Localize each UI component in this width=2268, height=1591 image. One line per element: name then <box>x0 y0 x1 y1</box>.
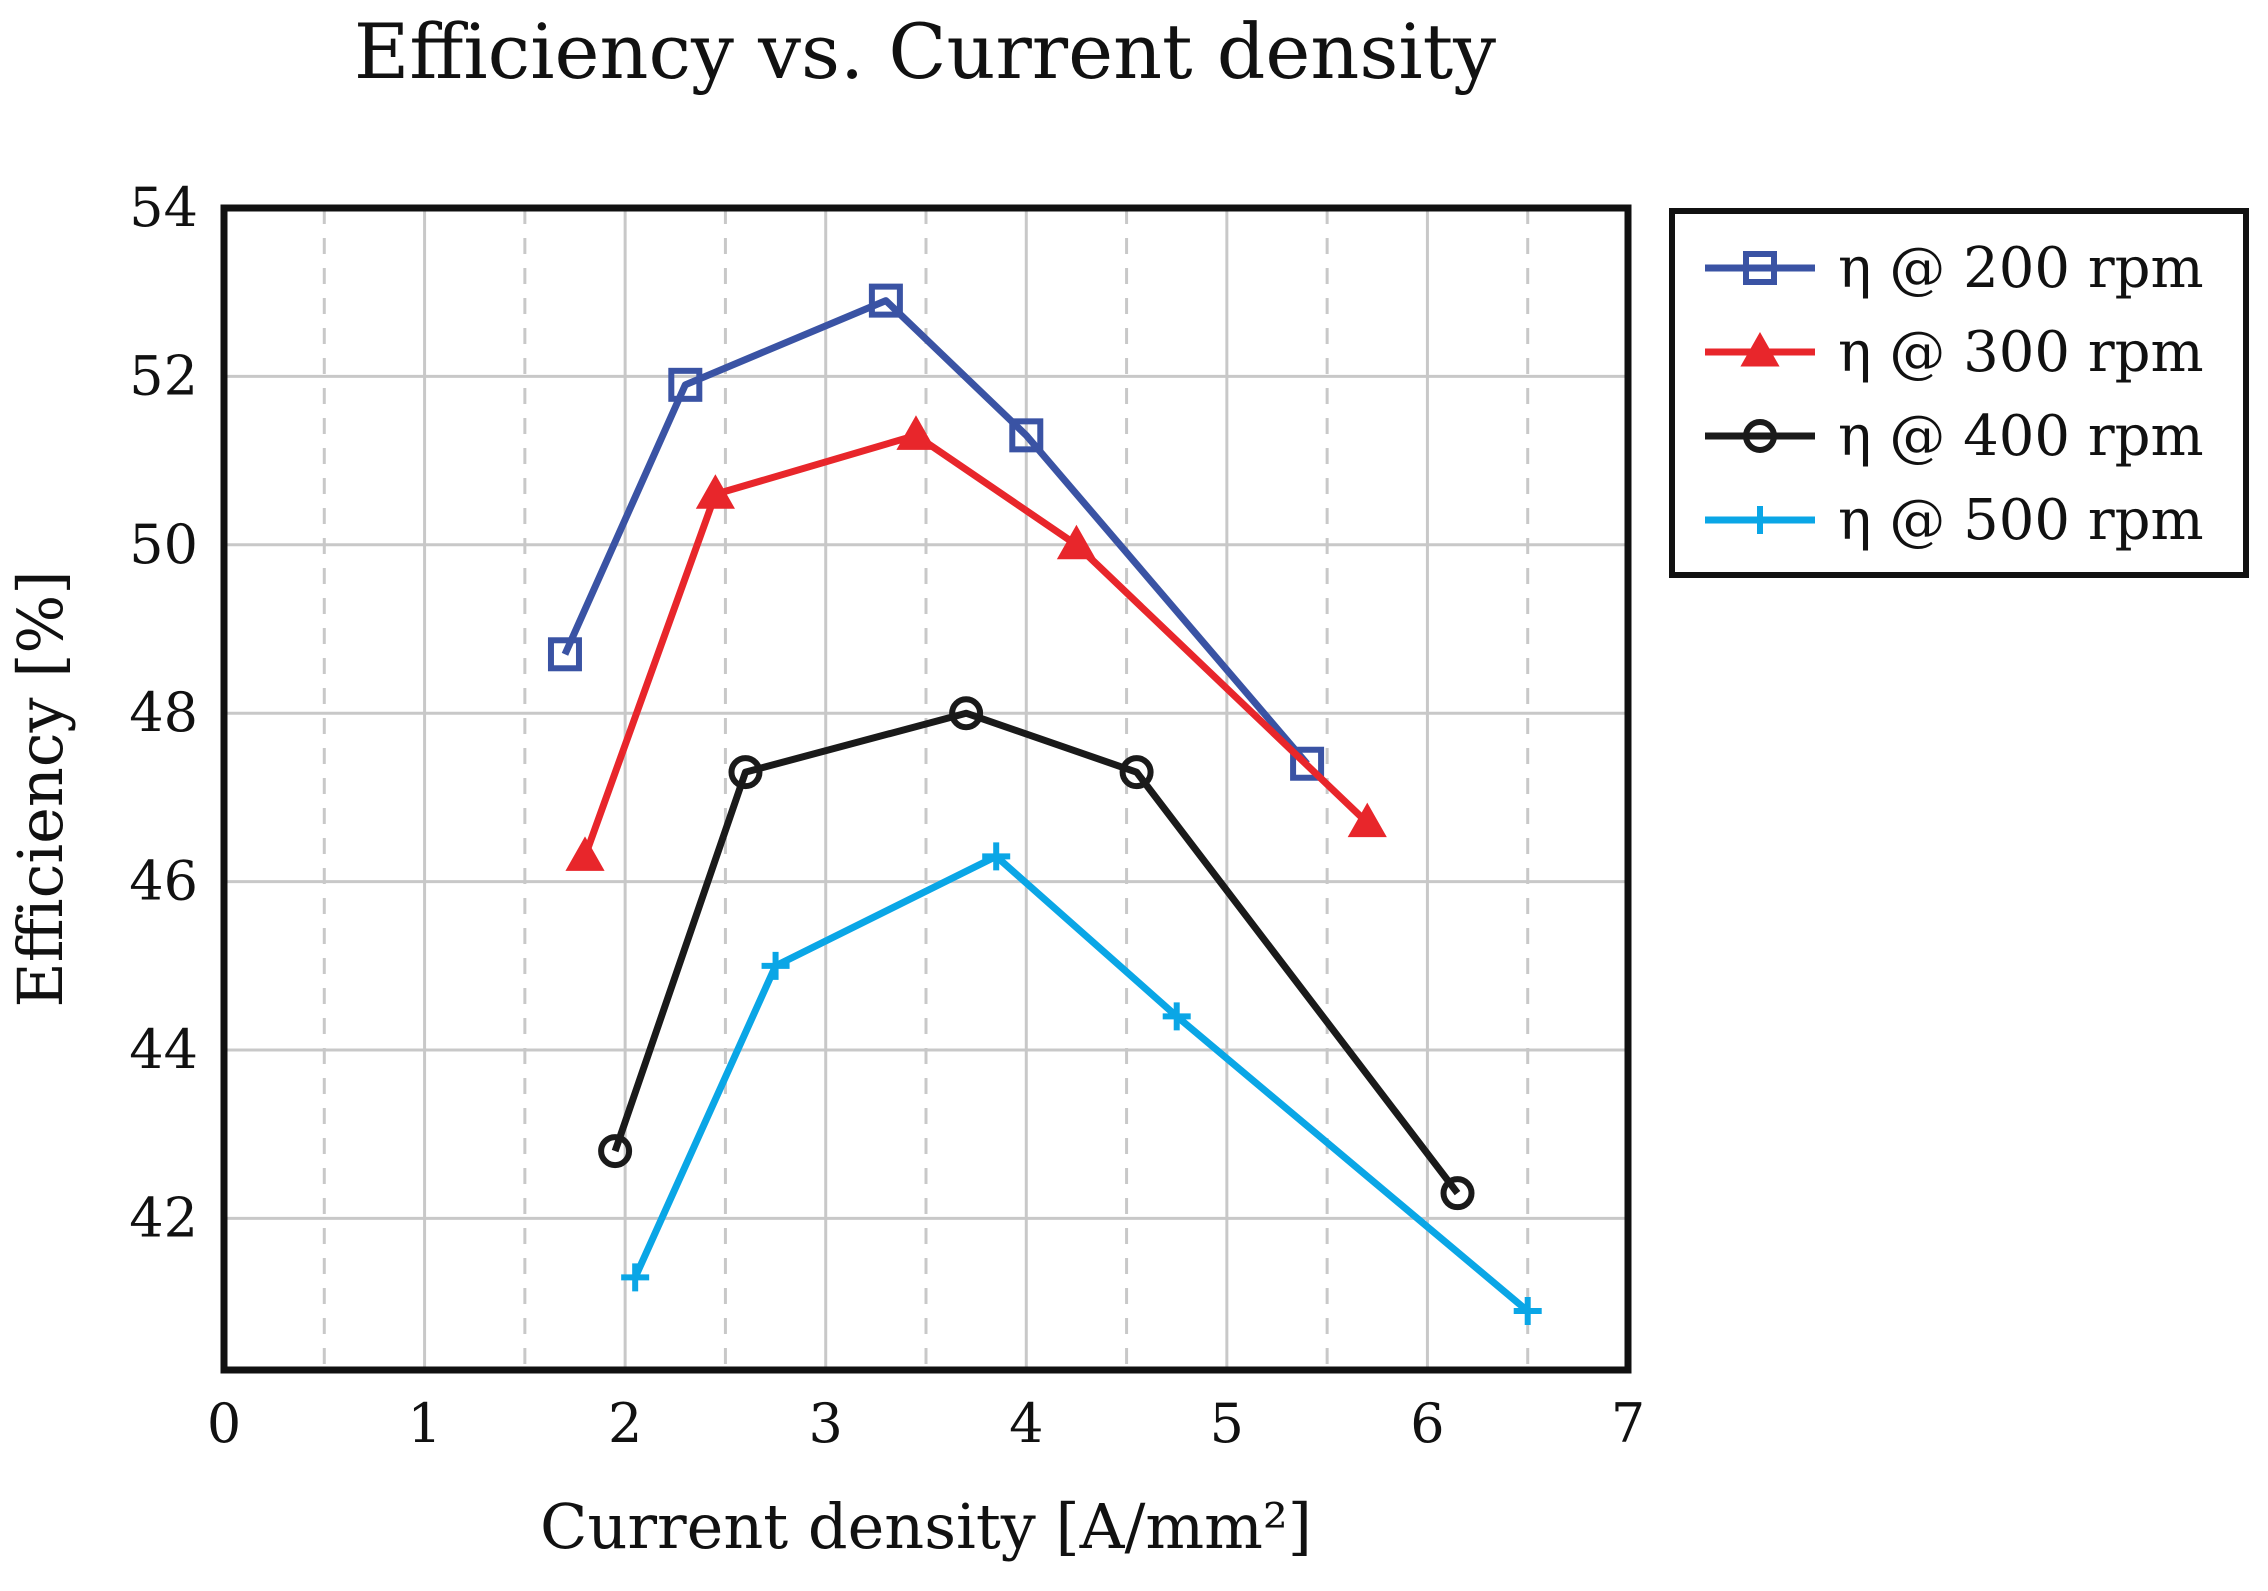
chart-title: Efficiency vs. Current density <box>354 7 1496 96</box>
data-point-triangle <box>896 415 936 450</box>
series-line-1 <box>561 297 1310 767</box>
series-lines <box>547 283 1542 1326</box>
y-axis-label: Efficiency [%] <box>4 570 77 1007</box>
legend-item: η @ 500 rpm <box>1705 488 2204 553</box>
y-tick-label: 52 <box>129 344 198 407</box>
y-tick-label: 48 <box>129 681 198 744</box>
legend-box <box>1669 208 2249 578</box>
data-point-square <box>547 637 582 672</box>
data-point-square <box>1290 746 1325 781</box>
legend-label: η @ 400 rpm <box>1838 404 2204 469</box>
data-point-triangle <box>695 474 735 509</box>
data-point-plus <box>621 1263 650 1292</box>
data-point-circle <box>728 755 763 790</box>
data-point-plus <box>1162 1002 1191 1031</box>
data-point-square <box>1009 418 1044 453</box>
x-axis-label: Current density [A/mm²] <box>540 1490 1312 1563</box>
legend-label: η @ 300 rpm <box>1838 320 2204 385</box>
legend-marker-triangle <box>1740 331 1780 367</box>
legend-marker-square <box>1743 251 1777 285</box>
y-tick-labels: 42 44 46 48 50 52 54 <box>129 176 198 1249</box>
data-point-triangle <box>565 836 605 871</box>
data-point-circle <box>598 1134 633 1169</box>
data-point-triangle <box>1347 802 1387 838</box>
data-point-plus <box>1513 1297 1542 1326</box>
series-1 <box>547 283 1325 781</box>
x-tick-label: 3 <box>809 1392 843 1455</box>
legend-label: η @ 200 rpm <box>1838 236 2204 301</box>
x-tick-label: 6 <box>1410 1392 1444 1455</box>
legend-item: η @ 300 rpm <box>1705 320 2204 385</box>
x-tick-labels: 0 1 2 3 4 5 6 7 <box>207 1392 1645 1455</box>
y-tick-label: 42 <box>129 1186 198 1249</box>
legend-marker-plus <box>1746 506 1774 534</box>
y-tick-label: 44 <box>129 1018 198 1081</box>
series-line-3 <box>611 709 1461 1196</box>
series-3 <box>598 696 1475 1211</box>
y-tick-label: 50 <box>129 513 198 576</box>
legend-item: η @ 200 rpm <box>1705 236 2204 301</box>
data-point-square <box>868 283 903 318</box>
legend-item: η @ 400 rpm <box>1705 404 2204 469</box>
x-tick-label: 2 <box>608 1392 642 1455</box>
x-tick-label: 0 <box>207 1392 241 1455</box>
series-2 <box>565 415 1387 871</box>
grid-lines <box>222 206 1630 1370</box>
x-tick-label: 7 <box>1611 1392 1645 1455</box>
plot-frame <box>220 204 1632 1374</box>
y-tick-label: 46 <box>129 850 198 913</box>
series-line-4 <box>631 852 1530 1314</box>
data-point-circle <box>949 696 984 731</box>
data-point-plus <box>982 842 1011 871</box>
y-tick-label: 54 <box>129 176 198 239</box>
x-tick-label: 5 <box>1210 1392 1244 1455</box>
legend-marker-circle <box>1743 419 1777 453</box>
series-4 <box>621 842 1542 1326</box>
x-tick-label: 1 <box>407 1392 441 1455</box>
legend-label: η @ 500 rpm <box>1838 488 2204 553</box>
data-point-circle <box>1440 1176 1475 1211</box>
data-point-circle <box>1119 755 1154 790</box>
data-point-square <box>668 367 703 402</box>
data-point-triangle <box>1056 524 1097 560</box>
legend: η @ 200 rpm η @ 300 rpm η @ 400 rpm η @ 500… <box>1669 208 2249 578</box>
data-point-plus <box>761 951 790 980</box>
x-tick-label: 4 <box>1009 1392 1043 1455</box>
